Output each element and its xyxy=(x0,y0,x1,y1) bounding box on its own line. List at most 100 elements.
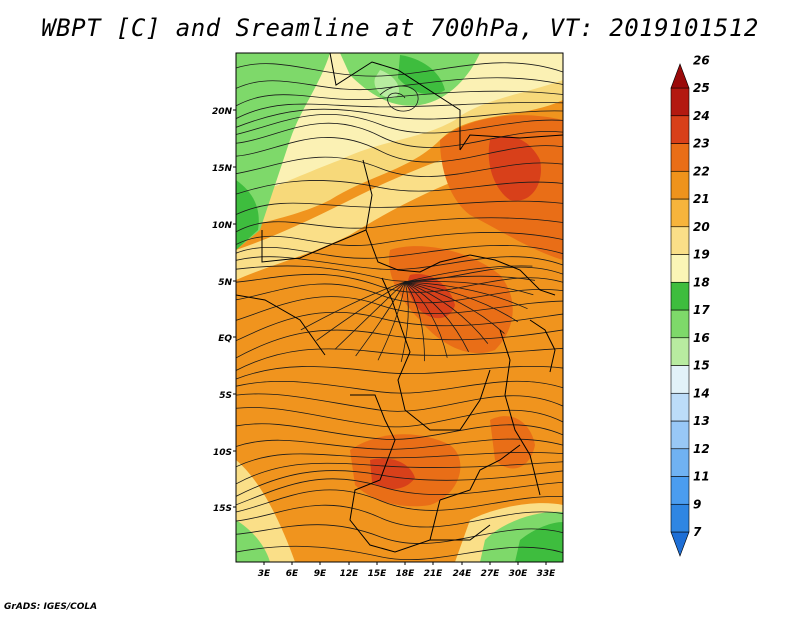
streamline xyxy=(236,156,563,177)
wbpt-zone-northeast-hot xyxy=(488,136,541,201)
wbpt-zone-southeast-dark xyxy=(515,522,563,562)
lon-label: 6E xyxy=(286,569,299,579)
colorbar-bin xyxy=(670,170,690,200)
streamline xyxy=(236,380,563,394)
streamline xyxy=(404,281,528,310)
streamline xyxy=(236,423,563,440)
streamline xyxy=(236,137,563,163)
streamline xyxy=(236,77,563,91)
wbpt-zone-sahel-green-west xyxy=(236,53,330,250)
lat-label: 20N xyxy=(212,107,233,117)
colorbar-bin xyxy=(670,309,690,339)
lon-label: 18E xyxy=(396,569,416,579)
lon-label: 15E xyxy=(368,569,388,579)
streamline xyxy=(236,265,563,282)
colorbar-label: 9 xyxy=(693,497,701,511)
streamline xyxy=(404,275,536,283)
streamline xyxy=(236,545,563,560)
streamline xyxy=(334,281,406,350)
colorbar-bin xyxy=(670,448,690,477)
streamline xyxy=(236,256,563,270)
colorbar-arrow-low xyxy=(670,531,690,557)
wbpt-zone-green-dark-1 xyxy=(236,180,259,250)
streamline xyxy=(236,366,563,380)
colorbar-label: 14 xyxy=(693,386,710,400)
colorbar-label: 24 xyxy=(693,109,710,123)
lat-label: 10N xyxy=(212,221,233,231)
colorbar-label: 11 xyxy=(693,470,710,484)
streamline xyxy=(236,524,563,544)
colorbar-bin xyxy=(670,420,690,450)
lon-label: 30E xyxy=(509,569,529,579)
colorbar-label: 7 xyxy=(693,525,702,539)
wbpt-zone-green-pale xyxy=(374,70,400,99)
streamline xyxy=(404,281,519,323)
colorbar-bin xyxy=(670,281,690,311)
lat-label: 15S xyxy=(213,504,232,514)
streamline xyxy=(236,489,563,513)
streamline xyxy=(404,281,469,352)
colorbar-label: 23 xyxy=(693,137,710,151)
grads-credit: GrADS: IGES/COLA xyxy=(4,602,98,612)
lat-label: 10S xyxy=(213,448,232,458)
colorbar-label: 16 xyxy=(693,331,710,345)
streamline xyxy=(377,281,406,361)
colorbar-label: 15 xyxy=(693,359,710,373)
streamline xyxy=(236,245,563,259)
lon-axis: 3E 6E 9E 12E 15E 18E 21E 24E 27E 30E 33E xyxy=(258,562,556,579)
streamline xyxy=(300,281,406,331)
wbpt-zone-southeast-warm xyxy=(490,416,535,469)
lon-label: 9E xyxy=(314,569,327,579)
country-boundaries xyxy=(236,53,563,553)
streamline xyxy=(400,281,409,363)
colorbar-label: 18 xyxy=(693,275,710,289)
streamline xyxy=(236,180,563,195)
colorbar-label: 25 xyxy=(693,81,710,95)
streamline xyxy=(236,451,563,468)
streamline xyxy=(236,470,563,497)
streamline xyxy=(236,329,563,359)
streamline xyxy=(236,122,563,148)
streamline xyxy=(236,232,563,246)
streamline xyxy=(236,438,563,450)
lat-label: 5N xyxy=(218,278,232,288)
streamline xyxy=(404,281,505,334)
colorbar-label: 12 xyxy=(693,442,710,456)
colorbar-bin xyxy=(670,115,690,144)
streamline xyxy=(236,296,563,321)
lat-label: 5S xyxy=(219,391,232,401)
colorbar-bin xyxy=(670,365,690,394)
colorbar-label: 17 xyxy=(693,303,710,317)
lon-label: 24E xyxy=(453,569,473,579)
lat-label: 15N xyxy=(212,164,233,174)
colorbar-bin xyxy=(670,476,690,505)
colorbar-bin xyxy=(670,337,690,366)
colorbar-bin xyxy=(670,254,690,283)
streamline xyxy=(236,478,563,506)
map-frame xyxy=(235,52,564,563)
map-title: WBPT [C] and Sreamline at 700hPa, VT: 20… xyxy=(41,14,759,42)
streamline xyxy=(379,85,419,112)
wbpt-zone-north-paler xyxy=(236,53,563,200)
colorbar-label: 26 xyxy=(693,53,710,67)
colorbar-bin xyxy=(670,392,690,422)
streamline xyxy=(355,281,406,357)
streamline xyxy=(404,281,448,358)
streamline xyxy=(236,62,563,77)
wbpt-zone-yellow-belt xyxy=(236,150,470,280)
colorbar-bin xyxy=(670,143,690,172)
streamline xyxy=(236,461,563,485)
colorbar: 7 9 11 12 13 14 15 16 17 18 19 20 21 22 23 24 25 26 xyxy=(670,53,710,557)
colorbar-label: 19 xyxy=(693,248,710,262)
colorbar-arrow-high xyxy=(670,63,690,89)
lon-label: 3E xyxy=(258,569,271,579)
lon-label: 27E xyxy=(481,569,501,579)
streamline xyxy=(236,504,563,528)
streamline xyxy=(404,265,533,283)
lat-label: EQ xyxy=(218,334,232,344)
lon-label: 21E xyxy=(424,569,444,579)
colorbar-label: 13 xyxy=(693,414,710,428)
colorbar-label: 22 xyxy=(693,164,710,178)
streamlines-layer xyxy=(236,62,563,560)
